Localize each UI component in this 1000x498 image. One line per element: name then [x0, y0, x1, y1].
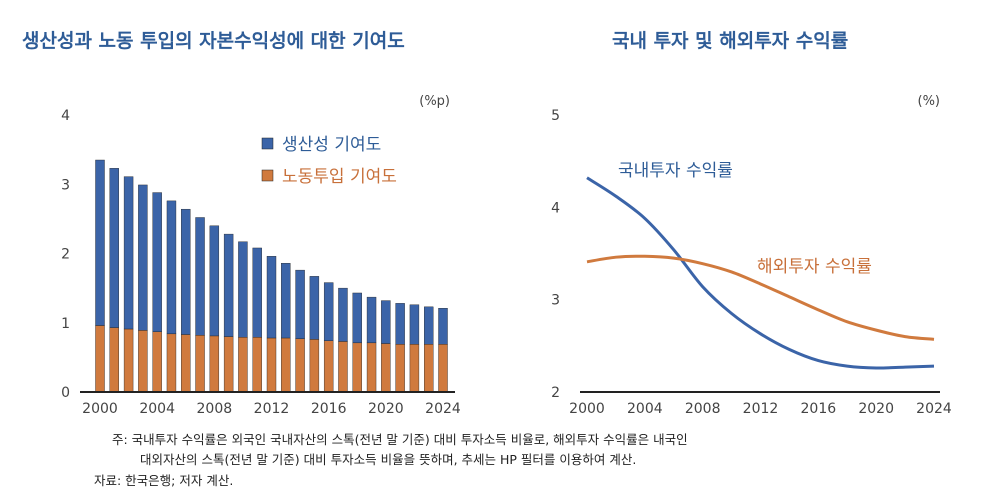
x-tick-label: 2020	[858, 401, 894, 417]
charts-canvas: (%p) (%) 0 1 2 3 4 2000 2004 2008 2012 2016 2020 20…	[61, 94, 952, 417]
right-chart-title: 국내 투자 및 해외투자 수익률	[612, 30, 849, 52]
bar-labor-2009	[223, 336, 234, 393]
bar-productivity-2016	[323, 282, 334, 341]
bar-labor-2001	[109, 327, 119, 393]
bar-productivity-2024	[438, 308, 448, 345]
y-tick-label: 2	[61, 247, 70, 263]
right-unit-label: (%)	[918, 94, 941, 109]
line-series-1	[586, 254, 935, 341]
bar-productivity-2017	[338, 287, 348, 342]
legend-swatch-0	[261, 169, 274, 182]
bar-productivity-2019	[366, 296, 377, 344]
legend-label: 생산성 기여도	[282, 135, 381, 155]
series-label-overseas: 해외투자 수익률	[757, 257, 872, 277]
x-tick-label: 2024	[425, 401, 461, 417]
bar-productivity-2021	[395, 303, 405, 345]
x-tick-label: 2024	[916, 401, 952, 417]
line-series-0	[586, 176, 935, 370]
bar-productivity-2018	[352, 292, 362, 344]
y-tick-label: 1	[61, 316, 70, 332]
bar-productivity-2012	[266, 256, 277, 339]
x-tick-label: 2008	[685, 401, 721, 417]
bar-labor-2005	[166, 333, 177, 393]
y-tick-label: 0	[61, 385, 70, 401]
y-tick-label: 3	[61, 177, 70, 193]
y-tick-label: 4	[551, 200, 560, 216]
bar-labor-2021	[395, 344, 405, 393]
bar-productivity-2014	[295, 269, 305, 339]
bar-labor-2014	[295, 338, 305, 393]
bar-labor-2010	[238, 337, 248, 393]
series-label-domestic: 국내투자 수익률	[618, 161, 733, 181]
bar-productivity-2002	[123, 176, 134, 330]
bar-labor-2022	[409, 344, 420, 393]
x-tick-label: 2012	[743, 401, 779, 417]
bar-productivity-2004	[152, 192, 162, 332]
bar-productivity-2000	[95, 159, 105, 326]
x-tick-label: 2016	[801, 401, 837, 417]
bar-productivity-2023	[424, 306, 434, 345]
x-tick-label: 2000	[569, 401, 605, 417]
bar-productivity-2009	[223, 233, 234, 337]
bar-productivity-2001	[109, 168, 119, 328]
bar-productivity-2008	[209, 225, 220, 337]
bar-productivity-2013	[281, 262, 291, 339]
x-tick-label: 2012	[254, 401, 290, 417]
x-tick-label: 2004	[627, 401, 663, 417]
y-tick-label: 5	[551, 108, 560, 124]
bar-labor-2017	[338, 341, 348, 393]
bar-productivity-2022	[409, 304, 420, 345]
footnote-line-2: 대외자산의 스톡(전년 말 기준) 대비 투자소득 비율을 뜻하며, 추세는 H…	[140, 452, 637, 467]
source-note: 자료: 한국은행; 저자 계산.	[94, 473, 234, 488]
bar-labor-2004	[152, 331, 162, 393]
x-tick-label: 2020	[368, 401, 404, 417]
legend-label: 노동투입 기여도	[282, 167, 397, 187]
bar-productivity-2005	[166, 200, 177, 335]
y-tick-label: 4	[61, 108, 70, 124]
y-tick-label: 2	[551, 385, 560, 401]
bar-labor-2003	[138, 330, 148, 393]
bar-labor-2020	[381, 343, 391, 393]
bar-productivity-2007	[195, 217, 205, 336]
bar-productivity-2006	[181, 208, 191, 335]
footnote-line-1: 주: 국내투자 수익률은 외국인 국내자산의 스톡(전년 말 기준) 대비 투자…	[112, 432, 688, 447]
bar-labor-2002	[123, 328, 134, 393]
x-tick-label: 2008	[197, 401, 233, 417]
bar-labor-2006	[181, 334, 191, 393]
bar-productivity-2015	[309, 276, 320, 340]
bar-labor-2012	[266, 337, 277, 393]
bar-productivity-2011	[252, 247, 262, 338]
bar-productivity-2010	[238, 241, 248, 338]
bar-labor-2016	[323, 340, 334, 393]
bar-productivity-2003	[138, 184, 148, 331]
bar-labor-2024	[438, 344, 448, 393]
bar-labor-2019	[366, 342, 377, 393]
left-unit-label: (%p)	[419, 94, 450, 109]
bar-labor-2023	[424, 344, 434, 393]
bar-productivity-2020	[381, 300, 391, 344]
bar-labor-2011	[252, 337, 262, 393]
bar-labor-2018	[352, 342, 362, 393]
bar-labor-2015	[309, 339, 320, 393]
bar-labor-2007	[195, 335, 205, 393]
bar-labor-2013	[281, 337, 291, 393]
x-tick-label: 2016	[311, 401, 347, 417]
legend-swatch-1	[261, 137, 274, 150]
y-tick-label: 3	[551, 293, 560, 309]
left-chart-title: 생산성과 노동 투입의 자본수익성에 대한 기여도	[22, 30, 405, 52]
bar-labor-2008	[209, 335, 220, 393]
x-tick-label: 2004	[139, 401, 175, 417]
x-tick-label: 2000	[82, 401, 118, 417]
bar-labor-2000	[95, 325, 105, 393]
